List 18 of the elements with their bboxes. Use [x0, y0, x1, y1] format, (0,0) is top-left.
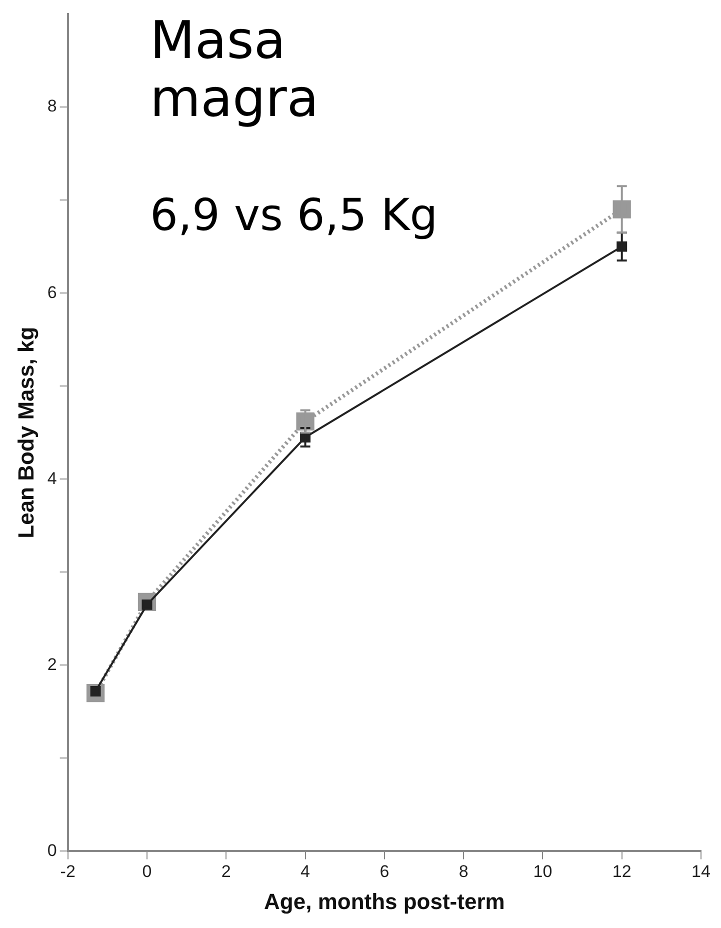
x-tick-label: 14 [692, 862, 710, 882]
text: 6,9 vs 6,5 Kg [150, 190, 438, 241]
x-tick-label: 4 [300, 862, 310, 882]
x-tick-label: 12 [612, 862, 632, 882]
y-tick-label: 2 [47, 654, 57, 674]
x-tick-label: 8 [458, 862, 468, 882]
x-tick-label: 2 [221, 862, 231, 882]
x-tick-label: 10 [533, 862, 552, 882]
y-tick-label: 8 [47, 96, 57, 116]
y-axis-title: Lean Body Mass, kg [13, 326, 38, 538]
y-tick-label: 4 [47, 468, 57, 488]
text: Masa magra [150, 11, 320, 129]
x-tick-label: 6 [380, 862, 390, 882]
x-tick-label: 0 [142, 862, 152, 882]
y-tick-label: 0 [47, 840, 57, 860]
x-tick-label: -2 [60, 862, 76, 882]
x-axis-title: Age, months post-term [264, 888, 505, 914]
y-tick-label: 6 [47, 282, 57, 302]
